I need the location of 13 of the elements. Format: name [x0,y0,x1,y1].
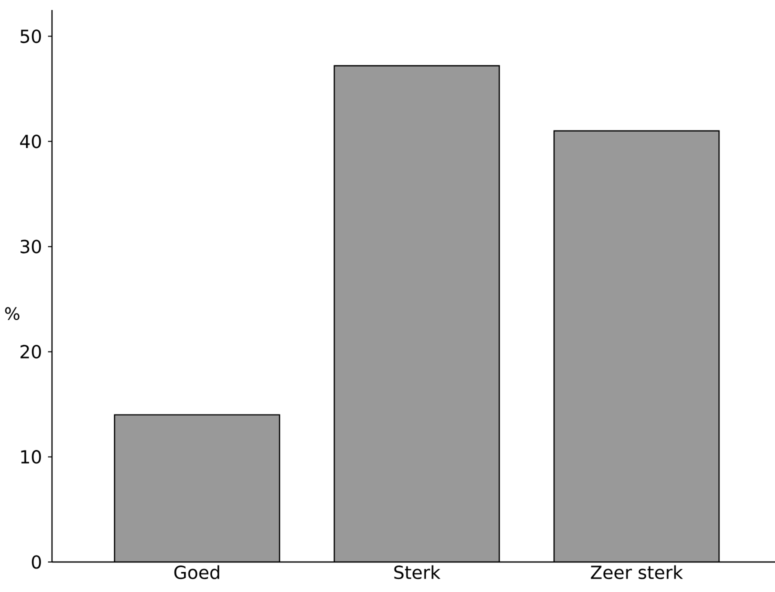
bar [334,66,500,562]
y-tick-label: 0 [32,555,41,569]
bar [553,130,720,562]
y-tick-label: 50 [20,29,41,44]
bar [114,414,280,562]
y-tick-label: 40 [20,134,41,148]
y-axis-title: % [5,307,20,320]
x-tick-label: Goed [174,565,220,580]
y-tick-label: 10 [21,450,41,464]
y-tick-label: 30 [20,240,41,254]
x-tick-label: Zeer sterk [590,565,683,580]
y-tick-label: 20 [20,344,41,359]
x-tick-label: Sterk [394,565,440,580]
